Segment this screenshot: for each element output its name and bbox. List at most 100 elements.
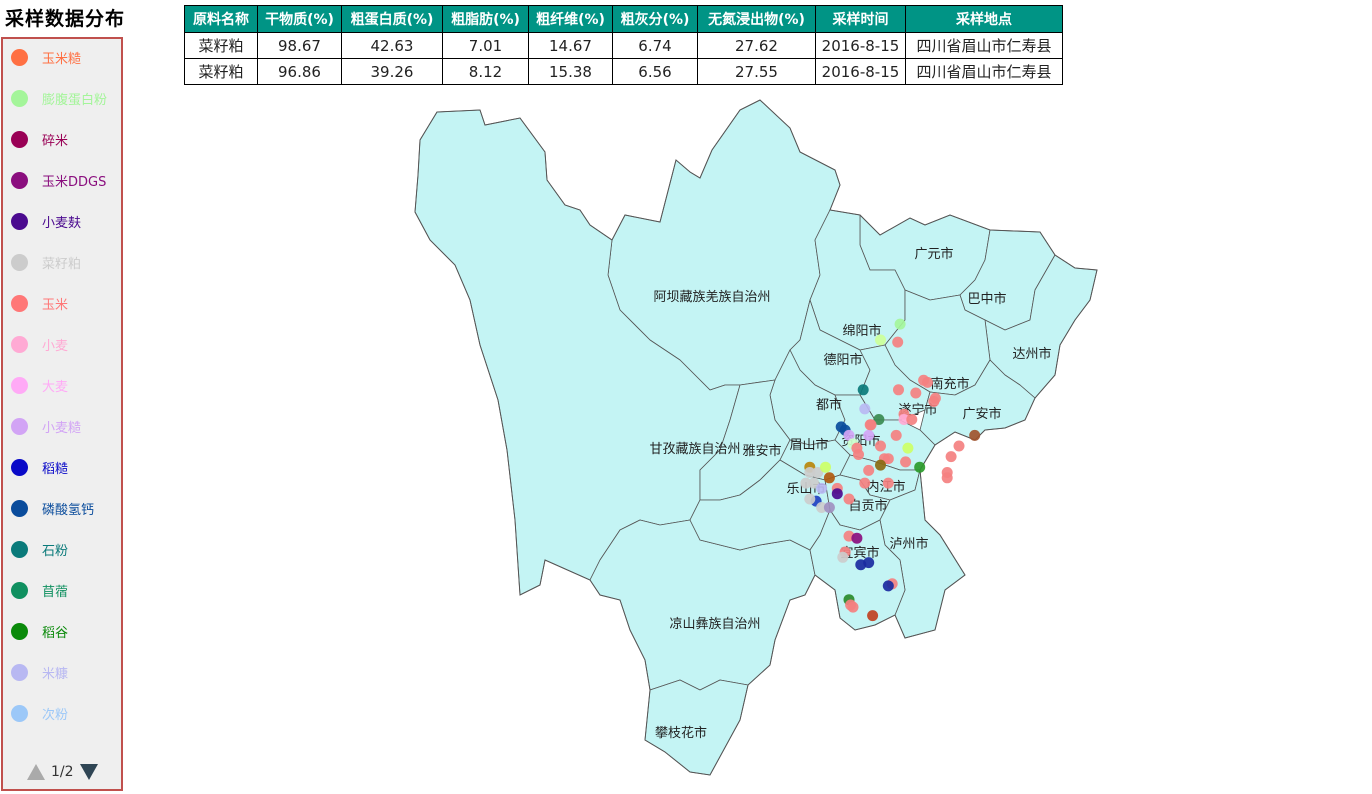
legend-item[interactable]: 菜籽粕 [11,252,81,272]
sample-point[interactable] [812,467,824,478]
table-header-row: 原料名称 干物质(%) 粗蛋白质(%) 粗脂肪(%) 粗纤维(%) 粗灰分(%) 无氮浸出物… [184,5,1063,33]
sample-point[interactable] [867,610,879,622]
legend-marker-icon [11,499,28,517]
region-2[interactable] [589,519,816,691]
column-header: 原料名称 [184,5,258,33]
legend-item[interactable]: 玉米DDGS [11,170,106,190]
column-header: 粗纤维(%) [528,5,613,33]
legend-marker-icon [11,458,28,476]
sample-point[interactable] [808,477,820,489]
sample-point[interactable] [898,414,910,425]
sample-point[interactable] [853,449,864,460]
sample-point[interactable] [865,419,877,431]
sample-point[interactable] [823,472,835,484]
legend-item[interactable]: 小麦糙 [11,416,81,436]
legend-label: 苜蓿 [42,584,69,600]
legend-item[interactable]: 苜蓿 [11,580,68,600]
sample-point[interactable] [882,580,894,592]
city-label: 阿坝藏族羌族自治州 [653,289,770,305]
sample-point[interactable] [851,532,863,544]
sample-point[interactable] [900,456,912,468]
sample-point[interactable] [800,477,812,489]
legend-label: 稻谷 [42,625,69,641]
city-label: 宜宾市 [840,545,879,561]
sample-point[interactable] [837,551,849,563]
sample-point[interactable] [882,477,894,489]
legend-item[interactable]: 米糠 [11,662,68,682]
sample-point[interactable] [892,336,904,348]
sample-point[interactable] [863,557,875,569]
legend-item[interactable]: 小麦 [11,334,68,354]
legend-marker-icon [11,622,28,640]
sample-point[interactable] [843,429,855,441]
table-row: 菜籽粕 96.86 39.26 8.12 15.38 6.56 27.55 2016-8-15… [184,58,1063,85]
sample-point[interactable] [863,429,875,441]
table-cell: 7.01 [442,32,529,59]
legend-panel: 玉米糙膨腹蛋白粉碎米玉米DDGS 小麦麸菜籽粕玉米小麦大麦小麦糙稻糙磷酸氢钙石粉苜… [1,37,123,791]
sample-point[interactable] [890,429,902,441]
legend-item[interactable]: 膨腹蛋白粉 [11,88,107,108]
legend-item[interactable]: 次粉 [11,703,68,723]
legend-item[interactable]: 大麦 [11,375,68,395]
table-cell: 98.67 [257,32,342,59]
legend-marker-icon [11,581,28,599]
sample-point[interactable] [857,384,869,396]
legend-item[interactable]: 碎米 [11,129,68,149]
page-up-icon[interactable] [27,764,45,780]
sample-point[interactable] [816,502,828,513]
sample-point[interactable] [816,482,828,494]
legend-item[interactable]: 玉米 [11,293,68,313]
sample-point[interactable] [969,429,981,441]
sample-point[interactable] [875,334,886,346]
sample-point[interactable] [945,451,957,463]
sample-point[interactable] [823,502,835,513]
sample-point[interactable] [928,396,940,407]
sample-point[interactable] [910,387,922,399]
city-label: 南充市 [930,376,969,392]
sample-point[interactable] [847,601,859,613]
sample-point[interactable] [820,461,831,473]
sample-point[interactable] [859,403,871,415]
sample-point[interactable] [873,414,885,425]
page-title: 采样数据分布 [5,8,126,30]
sample-point[interactable] [906,414,918,425]
legend-item[interactable]: 石粉 [11,539,68,559]
sample-point[interactable] [863,464,875,476]
sample-point[interactable] [831,488,843,500]
sample-point[interactable] [902,442,914,454]
legend-item[interactable]: 稻谷 [11,621,68,641]
column-header: 粗灰分(%) [612,5,698,33]
sample-point[interactable] [894,318,906,330]
legend-item[interactable]: 小麦麸 [11,211,81,231]
city-label: 巴中市 [967,291,1006,307]
sample-point[interactable] [941,472,953,484]
legend-item[interactable]: 玉米糙 [11,47,81,67]
legend-marker-icon [11,704,28,722]
page-down-icon[interactable] [79,764,98,780]
sample-point[interactable] [804,467,816,478]
legend-marker-icon [11,48,28,66]
column-header: 干物质(%) [257,5,342,33]
sample-point[interactable] [953,440,965,452]
sample-point[interactable] [922,376,933,388]
sample-point[interactable] [893,384,904,396]
sample-point[interactable] [882,453,894,465]
legend-label: 玉米 [42,297,69,313]
legend-marker-icon [11,130,28,148]
legend-item[interactable]: 磷酸氢钙 [11,498,94,518]
legend-label: 膨腹蛋白粉 [42,92,108,108]
sample-point[interactable] [859,477,871,489]
legend-label: 小麦糙 [42,420,82,436]
sample-point[interactable] [914,461,926,473]
sample-point[interactable] [875,440,886,452]
table-body: 菜籽粕 98.67 42.63 7.01 14.67 6.74 27.62 2016-8-15… [184,32,1063,85]
sample-point[interactable] [804,493,816,505]
sample-point[interactable] [843,493,855,505]
sample-point[interactable] [875,459,886,471]
legend-item[interactable]: 稻糙 [11,457,68,477]
table-cell: 菜籽粕 [184,58,258,85]
column-header: 无氮浸出物(%) [697,5,816,33]
legend-label: 石粉 [42,543,69,559]
city-label: 都市 [816,397,842,413]
